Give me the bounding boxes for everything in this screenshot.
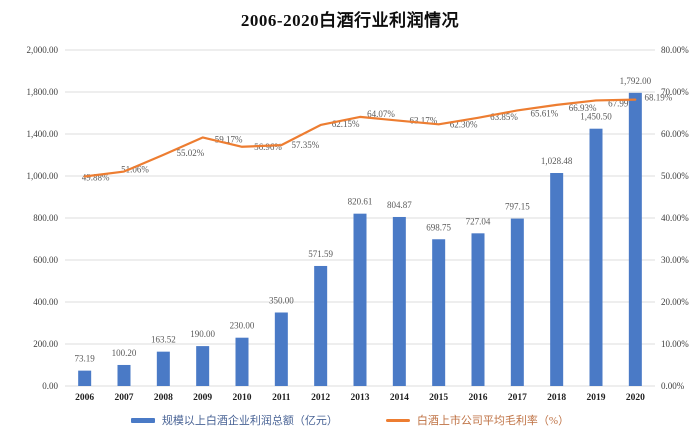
bar bbox=[196, 346, 210, 386]
bar bbox=[589, 128, 603, 386]
bar-value-label: 1,450.50 bbox=[580, 112, 612, 122]
bar-value-label: 571.59 bbox=[308, 249, 333, 259]
left-axis-tick-label: 1,000.00 bbox=[27, 171, 59, 181]
x-tick-label: 2016 bbox=[469, 393, 488, 403]
bar bbox=[471, 233, 485, 386]
right-axis-tick-label: 20.00% bbox=[661, 297, 689, 307]
bar-value-label: 698.75 bbox=[426, 222, 451, 232]
pct-label: 59.17% bbox=[215, 134, 243, 144]
left-axis-tick-label: 200.00 bbox=[33, 339, 58, 349]
left-axis-tick-label: 800.00 bbox=[33, 213, 58, 223]
bar-value-label: 230.00 bbox=[230, 321, 255, 331]
bar-value-label: 804.87 bbox=[387, 200, 412, 210]
bar-value-label: 350.00 bbox=[269, 296, 294, 306]
pct-label: 57.35% bbox=[291, 140, 319, 150]
x-tick-label: 2012 bbox=[311, 393, 330, 403]
bar-value-label: 73.19 bbox=[75, 354, 96, 364]
pct-label: 64.07% bbox=[367, 109, 395, 119]
x-tick-label: 2011 bbox=[272, 393, 291, 403]
legend-item-margin: 白酒上市公司平均毛利率（%） bbox=[385, 412, 570, 428]
x-tick-label: 2020 bbox=[626, 393, 645, 403]
right-axis-tick-label: 80.00% bbox=[661, 45, 689, 55]
bar-value-label: 820.61 bbox=[348, 197, 373, 207]
pct-label: 63.85% bbox=[490, 112, 518, 122]
bar-value-label: 190.00 bbox=[190, 329, 215, 339]
bar bbox=[156, 351, 170, 386]
x-tick-label: 2014 bbox=[390, 393, 409, 403]
bar-value-label: 727.04 bbox=[466, 216, 491, 226]
bar bbox=[550, 173, 564, 386]
x-tick-label: 2008 bbox=[154, 393, 173, 403]
bar bbox=[628, 92, 642, 386]
left-axis-tick-label: 600.00 bbox=[33, 255, 58, 265]
legend-line-swatch bbox=[385, 418, 410, 422]
right-axis-tick-label: 50.00% bbox=[661, 171, 689, 181]
pct-label: 62.15% bbox=[332, 119, 360, 129]
pct-label: 62.30% bbox=[450, 119, 478, 129]
trend-line bbox=[83, 98, 637, 178]
pct-label: 63.17% bbox=[409, 116, 437, 126]
right-axis-tick-label: 30.00% bbox=[661, 255, 689, 265]
legend-item-profit: 规模以上白酒企业利润总额（亿元） bbox=[130, 412, 338, 428]
right-axis-tick-label: 0.00% bbox=[661, 381, 685, 391]
right-axis-tick-label: 60.00% bbox=[661, 129, 689, 139]
left-axis-tick-label: 0.00 bbox=[42, 381, 58, 391]
pct-label: 68.19% bbox=[644, 93, 672, 103]
legend-line-label: 白酒上市公司平均毛利率（%） bbox=[416, 415, 570, 427]
chart-canvas: 0.00 0.00% 200.00 10.00% 400.00 20.00% 600.00 3… bbox=[27, 45, 690, 403]
right-axis-tick-label: 40.00% bbox=[661, 213, 689, 223]
pct-label: 51.06% bbox=[121, 165, 149, 175]
pct-label: 66.93% bbox=[569, 103, 597, 113]
pct-label: 49.88% bbox=[82, 173, 110, 183]
left-axis-tick-label: 400.00 bbox=[33, 297, 58, 307]
left-axis-tick-label: 2,000.00 bbox=[27, 45, 59, 55]
x-tick-label: 2017 bbox=[508, 393, 527, 403]
chart-title: 2006-2020白酒行业利润情况 bbox=[240, 11, 460, 30]
bar bbox=[117, 364, 131, 386]
x-tick-label: 2007 bbox=[115, 393, 134, 403]
bar bbox=[314, 265, 328, 386]
chart-legend: 规模以上白酒企业利润总额（亿元） 白酒上市公司平均毛利率（%） bbox=[0, 412, 700, 428]
bar bbox=[392, 216, 406, 386]
x-tick-label: 2018 bbox=[547, 393, 566, 403]
bar bbox=[432, 239, 446, 386]
legend-bar-swatch bbox=[130, 417, 155, 423]
bar bbox=[510, 218, 524, 386]
x-tick-label: 2006 bbox=[75, 393, 94, 403]
bar-value-label: 1,792.00 bbox=[620, 76, 652, 86]
bar-value-label: 1,028.48 bbox=[541, 156, 573, 166]
legend-bar-label: 规模以上白酒企业利润总额（亿元） bbox=[161, 415, 338, 427]
pct-label: 55.02% bbox=[176, 148, 204, 158]
x-tick-label: 2010 bbox=[233, 393, 252, 403]
left-axis-tick-label: 1,400.00 bbox=[27, 129, 59, 139]
bar-value-label: 797.15 bbox=[505, 202, 530, 212]
x-tick-label: 2019 bbox=[587, 393, 606, 403]
pct-label: 67.99% bbox=[608, 98, 636, 108]
bar bbox=[78, 370, 92, 386]
x-tick-label: 2013 bbox=[351, 393, 370, 403]
right-axis-tick-label: 10.00% bbox=[661, 339, 689, 349]
x-tick-label: 2015 bbox=[429, 393, 448, 403]
bar bbox=[353, 213, 367, 386]
pct-label: 65.61% bbox=[530, 108, 558, 118]
x-tick-label: 2009 bbox=[193, 393, 212, 403]
right-axis-tick-label: 70.00% bbox=[661, 87, 689, 97]
bar-value-label: 163.52 bbox=[151, 335, 176, 345]
bar-value-label: 100.20 bbox=[112, 348, 137, 358]
bar bbox=[235, 337, 249, 386]
left-axis-tick-label: 1,800.00 bbox=[27, 87, 59, 97]
bar bbox=[274, 312, 288, 386]
